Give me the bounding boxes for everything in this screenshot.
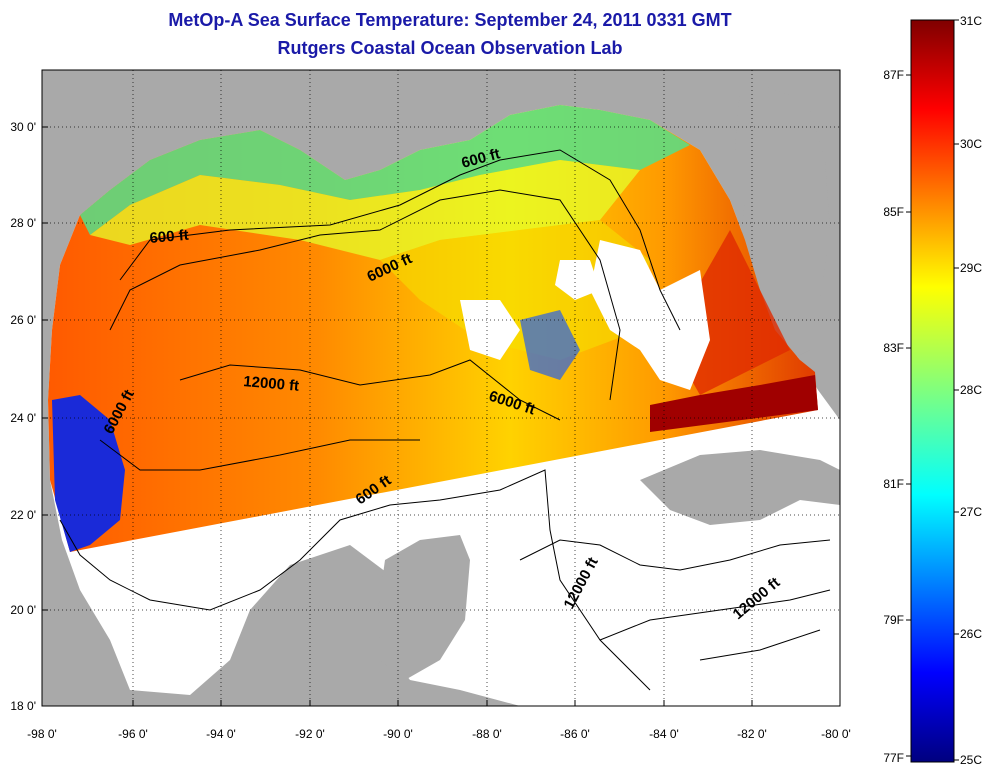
colorbar-celsius-label: 30C bbox=[960, 137, 982, 151]
colorbar-celsius-label: 27C bbox=[960, 505, 982, 519]
colorbar-fahrenheit-label: 79F bbox=[883, 613, 904, 627]
central-yellow-water bbox=[380, 220, 650, 360]
lon-tick-label: -88 0' bbox=[472, 727, 502, 741]
lat-lon-grid bbox=[42, 70, 840, 706]
map-title: MetOp-A Sea Surface Temperature: Septemb… bbox=[168, 10, 732, 30]
lon-tick-label: -92 0' bbox=[295, 727, 325, 741]
lat-tick-label: 20 0' bbox=[10, 603, 36, 617]
bathymetry-contours bbox=[59, 149, 831, 691]
yucatan-land bbox=[378, 535, 470, 680]
shelf-yellow-water bbox=[90, 160, 640, 260]
lat-tick-label: 28 0' bbox=[10, 216, 36, 230]
lat-tick-label: 24 0' bbox=[10, 411, 36, 425]
colorbar-fahrenheit-label: 77F bbox=[883, 751, 904, 765]
shelf-cool-water bbox=[80, 105, 690, 235]
lon-tick-label: -94 0' bbox=[206, 727, 236, 741]
cold-patch-west bbox=[52, 395, 125, 552]
colorbar-fahrenheit-label: 83F bbox=[883, 341, 904, 355]
cloud-gap-2 bbox=[460, 300, 520, 360]
lon-tick-label: -82 0' bbox=[737, 727, 767, 741]
lat-tick-labels: 18 0' 20 0' 22 0' 24 0' 26 0' 28 0' 30 0… bbox=[10, 120, 36, 713]
cuba-land bbox=[640, 450, 840, 525]
colorbar-celsius-label: 31C bbox=[960, 14, 982, 28]
lon-tick-label: -84 0' bbox=[649, 727, 679, 741]
lon-tick-label: -96 0' bbox=[118, 727, 148, 741]
colorbar-gradient bbox=[910, 19, 955, 763]
colorbar-celsius-label: 25C bbox=[960, 753, 982, 767]
warm-shelf bbox=[680, 230, 790, 395]
lat-tick-label: 26 0' bbox=[10, 313, 36, 327]
lon-tick-labels: -98 0' -96 0' -94 0' -92 0' -90 0' -88 0… bbox=[27, 727, 851, 741]
colorbar-celsius-label: 26C bbox=[960, 627, 982, 641]
colorbar: 31C 30C 29C 28C 27C 26C 25C 87F 85F 83F … bbox=[883, 14, 982, 767]
plot-frame bbox=[41, 69, 841, 707]
lon-tick-label: -90 0' bbox=[383, 727, 413, 741]
cloud-gap-3 bbox=[555, 260, 600, 300]
lon-tick-label: -98 0' bbox=[27, 727, 57, 741]
map-subtitle: Rutgers Coastal Ocean Observation Lab bbox=[277, 38, 623, 58]
colorbar-celsius-label: 29C bbox=[960, 261, 982, 275]
contour-label: 600 ft bbox=[149, 227, 190, 247]
cloud-gap-1 bbox=[590, 240, 710, 390]
colorbar-fahrenheit-label: 87F bbox=[883, 68, 904, 82]
cold-patch-center bbox=[520, 310, 580, 380]
lat-tick-label: 18 0' bbox=[10, 699, 36, 713]
lat-tick-label: 30 0' bbox=[10, 120, 36, 134]
lon-tick-label: -86 0' bbox=[560, 727, 590, 741]
colorbar-fahrenheit-label: 85F bbox=[883, 205, 904, 219]
tick-marks bbox=[41, 126, 841, 707]
lon-tick-label: -80 0' bbox=[821, 727, 851, 741]
contour-label: 12000 ft bbox=[243, 373, 300, 395]
warm-eddy bbox=[650, 375, 818, 432]
lat-tick-label: 22 0' bbox=[10, 508, 36, 522]
colorbar-celsius-label: 28C bbox=[960, 383, 982, 397]
colorbar-fahrenheit-label: 81F bbox=[883, 477, 904, 491]
